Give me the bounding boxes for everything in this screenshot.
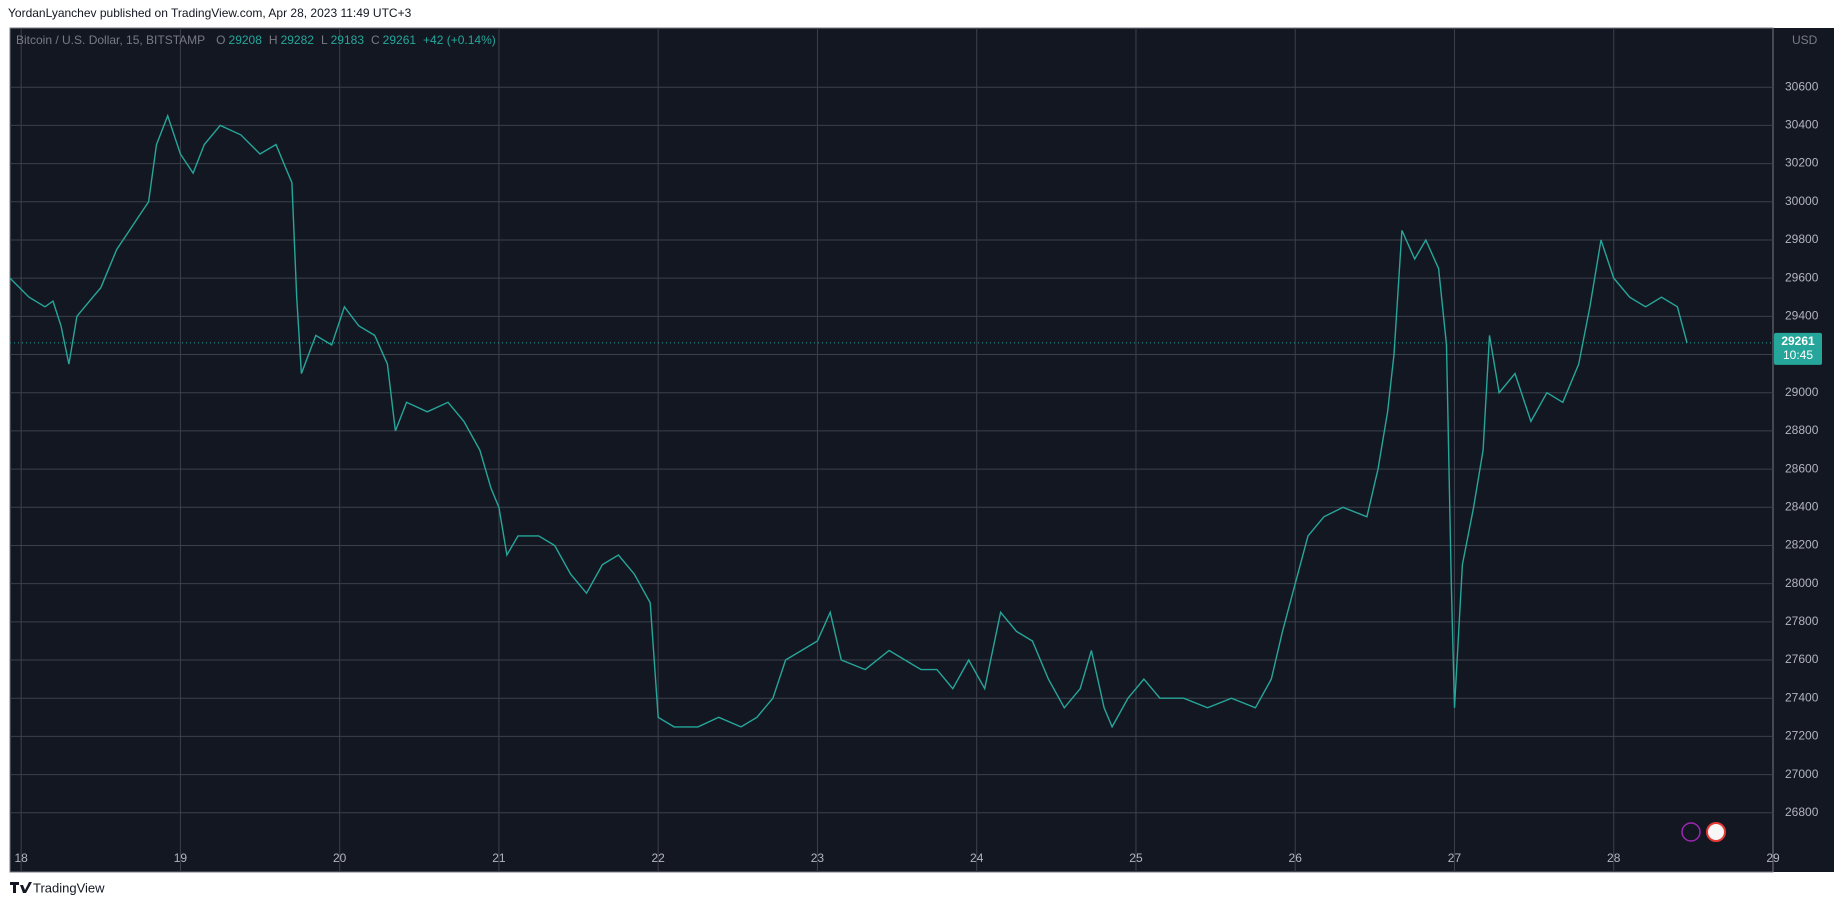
logo-icon <box>10 882 32 893</box>
change-label: +42 (+0.14%) <box>423 33 496 47</box>
y-tick-label: 26800 <box>1785 805 1819 819</box>
y-tick-label: 30600 <box>1785 79 1819 93</box>
y-tick-label: 27800 <box>1785 614 1819 628</box>
ohlc-label: H <box>269 33 278 47</box>
legend: Bitcoin / U.S. Dollar, 15, BITSTAMP O 2920… <box>16 33 496 47</box>
x-tick-label: 19 <box>174 851 188 865</box>
y-tick-label: 30400 <box>1785 118 1819 132</box>
y-tick-label: 27400 <box>1785 690 1819 704</box>
y-tick-label: 29000 <box>1785 385 1819 399</box>
y-tick-label: 28000 <box>1785 576 1819 590</box>
chart-background <box>10 28 1834 872</box>
y-tick-label: 29600 <box>1785 270 1819 284</box>
icon <box>1681 822 1701 842</box>
y-tick-label: 30000 <box>1785 194 1819 208</box>
x-tick-label: 28 <box>1607 851 1621 865</box>
publisher-header: YordanLyanchev published on TradingView.… <box>8 6 412 20</box>
last-price-box <box>1774 332 1822 365</box>
x-tick-label: 25 <box>1129 851 1143 865</box>
price-line <box>9 113 1688 729</box>
y-tick-label: 29400 <box>1785 309 1819 323</box>
symbol-label: Bitcoin / U.S. Dollar, 15, BITSTAMP <box>16 33 205 47</box>
ohlc-value: 29183 <box>331 33 365 47</box>
y-tick-label: 27600 <box>1785 652 1819 666</box>
x-tick-label: 22 <box>652 851 666 865</box>
x-tick-label: 24 <box>970 851 984 865</box>
x-tick-label: 26 <box>1289 851 1303 865</box>
icon <box>1706 822 1726 842</box>
footer-logo: TradingView <box>10 880 105 895</box>
y-tick-label: 28200 <box>1785 538 1819 552</box>
x-tick-label: 29 <box>1766 851 1780 865</box>
ohlc-value: 29282 <box>281 33 315 47</box>
x-tick-label: 21 <box>492 851 506 865</box>
ohlc-value: 29261 <box>383 33 417 47</box>
grid <box>10 28 1773 872</box>
x-tick-label: 20 <box>333 851 347 865</box>
y-tick-label: 28800 <box>1785 423 1819 437</box>
ohlc-label: L <box>321 33 328 47</box>
x-tick-label: 18 <box>14 851 28 865</box>
x-tick-label: 23 <box>811 851 825 865</box>
countdown-label: 10:45 <box>1783 348 1813 362</box>
ohlc-value: 29208 <box>229 33 263 47</box>
y-tick-label: 30200 <box>1785 156 1819 170</box>
footer-brand: TradingView <box>33 880 105 895</box>
y-tick-label: 29800 <box>1785 232 1819 246</box>
plot-frame <box>9 27 1774 873</box>
y-tick-label: 27200 <box>1785 729 1819 743</box>
ohlc-label: O <box>216 33 225 47</box>
y-tick-label: 28600 <box>1785 461 1819 475</box>
currency-label: USD <box>1792 33 1818 47</box>
x-tick-label: 27 <box>1448 851 1462 865</box>
last-price-label: 29261 <box>1781 334 1815 348</box>
y-tick-label: 28400 <box>1785 499 1819 513</box>
y-tick-label: 27000 <box>1785 767 1819 781</box>
ohlc-label: C <box>371 33 380 47</box>
